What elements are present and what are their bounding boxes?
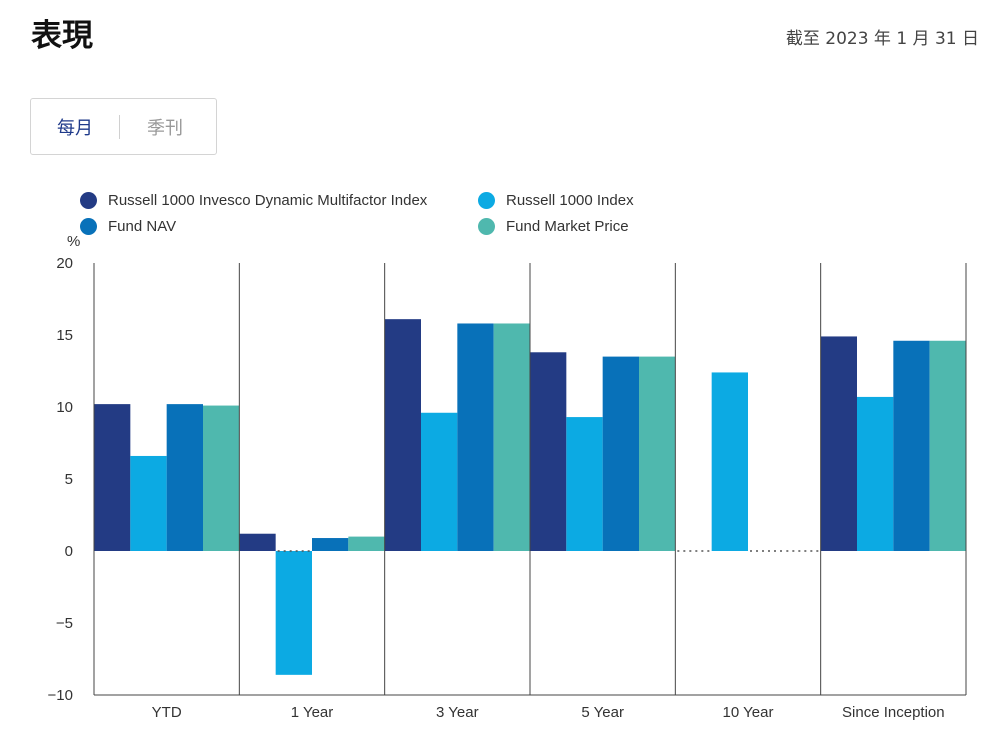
bar[interactable] (566, 417, 603, 551)
as-of-date: 截至 2023 年 1 月 31 日 (785, 29, 979, 49)
tab-divider (119, 114, 120, 139)
x-category-label: Since Inception (842, 704, 945, 721)
y-tick-label: −5 (56, 615, 73, 632)
legend-label: Russell 1000 Invesco Dynamic Multifactor… (108, 192, 428, 209)
legend-item-fund-nav[interactable]: Fund NAV (80, 218, 176, 235)
bar[interactable] (94, 404, 131, 551)
bar[interactable] (275, 551, 312, 675)
legend-label: Fund NAV (108, 218, 177, 235)
y-tick-label: 5 (65, 471, 73, 488)
y-tick-label: −10 (48, 687, 73, 704)
legend-item-index[interactable]: Russell 1000 Invesco Dynamic Multifactor… (80, 192, 427, 209)
bar[interactable] (421, 412, 458, 551)
bar[interactable] (239, 533, 276, 551)
bar[interactable] (203, 405, 240, 551)
y-tick-label: 15 (56, 327, 73, 344)
period-tabs: 每月 季刊 (30, 98, 217, 155)
bar[interactable] (929, 340, 966, 551)
x-category-label: 1 Year (291, 704, 334, 721)
bar[interactable] (711, 372, 748, 551)
bar[interactable] (312, 538, 349, 551)
bar[interactable] (820, 336, 857, 551)
bar[interactable] (166, 404, 203, 551)
bar[interactable] (348, 536, 385, 551)
bar[interactable] (639, 356, 676, 551)
bar[interactable] (530, 352, 567, 551)
y-tick-label: 10 (56, 399, 73, 416)
tab-monthly[interactable]: 每月 (57, 117, 93, 139)
bar[interactable] (893, 340, 930, 551)
y-tick-label: 0 (65, 543, 73, 560)
legend-dot-icon (478, 192, 495, 209)
x-category-label: 10 Year (723, 704, 774, 721)
legend-dot-icon (80, 192, 97, 209)
bar[interactable] (384, 319, 421, 551)
legend-dot-icon (478, 218, 495, 235)
legend-item-russell-1000[interactable]: Russell 1000 Index (478, 192, 634, 209)
bar[interactable] (857, 396, 894, 551)
page-title: 表現 (31, 18, 93, 54)
x-category-label: 5 Year (581, 704, 624, 721)
y-axis-unit: % (67, 233, 80, 250)
bar[interactable] (457, 323, 494, 551)
legend-item-market-price[interactable]: Fund Market Price (478, 218, 629, 235)
bar[interactable] (602, 356, 639, 551)
legend-label: Fund Market Price (506, 218, 629, 235)
bar[interactable] (130, 455, 167, 551)
x-category-label: YTD (152, 704, 182, 721)
legend-dot-icon (80, 218, 97, 235)
x-category-label: 3 Year (436, 704, 479, 721)
tab-quarterly[interactable]: 季刊 (147, 117, 183, 139)
chart-legend: Russell 1000 Invesco Dynamic Multifactor… (80, 192, 680, 240)
bar[interactable] (493, 323, 530, 551)
y-tick-label: 20 (56, 255, 73, 272)
legend-label: Russell 1000 Index (506, 192, 634, 209)
